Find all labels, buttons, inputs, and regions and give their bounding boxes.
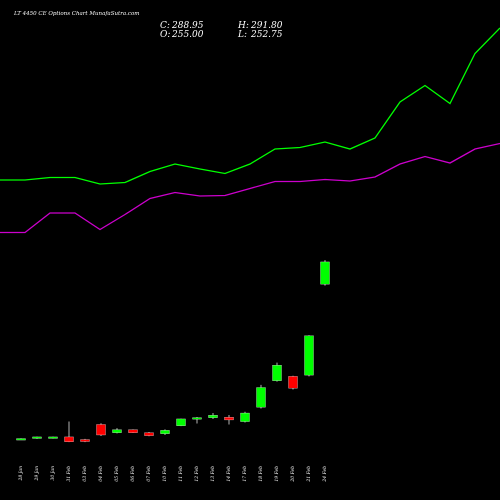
candle (64, 421, 74, 443)
candle (256, 384, 266, 409)
overlay-line-2 (0, 142, 500, 234)
chart-title: LT 4450 CE Options Chart MunafaSutra.com (13, 11, 139, 17)
x-tick-label: 04 Feb (98, 466, 104, 482)
x-tick-label: 18 Feb (258, 466, 264, 482)
candle-body (32, 436, 42, 439)
candle-body (272, 365, 282, 381)
x-tick-label: 30 Jan (50, 466, 56, 481)
close-value: 288.95 (171, 21, 204, 31)
candle (240, 411, 250, 423)
x-tick-label: 05 Feb (114, 466, 120, 482)
candle-body (176, 418, 186, 426)
candle (320, 260, 330, 286)
candle-body (112, 429, 122, 433)
x-tick-label: 29 Jan (34, 466, 40, 482)
candle (160, 429, 170, 435)
low-value: 252.75 (250, 30, 283, 40)
candle (208, 413, 218, 419)
candle-body (64, 436, 74, 442)
candle-body (192, 417, 202, 420)
candle (272, 362, 282, 382)
candle (80, 438, 90, 443)
x-tick-label: 06 Feb (130, 466, 136, 482)
x-axis-ticks: 28 Jan 29 Jan 30 Jan 31 Feb 03 Feb 04 Feb 05 F… (18, 466, 328, 483)
candle (144, 432, 154, 437)
candle-body (16, 438, 26, 441)
x-tick-label: 24 Feb (322, 466, 328, 483)
overlay-lines (0, 27, 500, 234)
x-tick-label: 03 Feb (82, 466, 88, 482)
candle-body (288, 376, 298, 389)
x-tick-label: 13 Feb (210, 466, 216, 482)
x-tick-label: 19 Feb (274, 466, 280, 482)
open-value: 255.00 (171, 30, 204, 40)
candle-body (144, 432, 154, 436)
candle (32, 436, 42, 439)
candle (112, 428, 122, 434)
candle-body (224, 417, 234, 421)
candle (96, 423, 106, 436)
high-value: 291.80 (250, 21, 283, 31)
candle (192, 416, 202, 424)
candle-body (128, 429, 138, 433)
candles (16, 260, 330, 443)
x-tick-label: 07 Feb (146, 466, 152, 482)
x-tick-label: 14 Feb (226, 466, 232, 482)
candle (48, 436, 58, 439)
open-label: O: (160, 30, 170, 40)
x-tick-label: 20 Feb (290, 466, 296, 483)
candle (288, 375, 298, 390)
candle-body (240, 412, 250, 422)
x-tick-label: 28 Jan (18, 466, 24, 482)
ohlc-summary: C: 288.95 H: 291.80 O: 255.00 L: 252.75 (160, 21, 283, 40)
x-tick-label: 31 Feb (66, 466, 72, 482)
candle (304, 335, 314, 377)
candle-body (304, 335, 314, 376)
high-label: H: (237, 21, 249, 31)
candle-body (208, 415, 218, 418)
x-tick-label: 21 Feb (306, 466, 312, 483)
candle-body (320, 261, 330, 285)
candle (176, 418, 186, 427)
candle-body (80, 439, 90, 442)
close-label: C: (160, 21, 170, 31)
overlay-line-1 (0, 27, 500, 185)
low-label: L: (237, 30, 247, 40)
candle (224, 415, 234, 425)
x-tick-label: 10 Feb (162, 466, 168, 482)
candle-body (48, 436, 58, 439)
candle (16, 438, 26, 441)
candle-body (160, 430, 170, 434)
candle (128, 429, 138, 434)
candle-body (96, 424, 106, 436)
x-tick-label: 17 Feb (242, 466, 248, 482)
candle-body (256, 387, 266, 408)
x-tick-label: 12 Feb (194, 466, 200, 482)
x-tick-label: 11 Feb (178, 466, 184, 482)
